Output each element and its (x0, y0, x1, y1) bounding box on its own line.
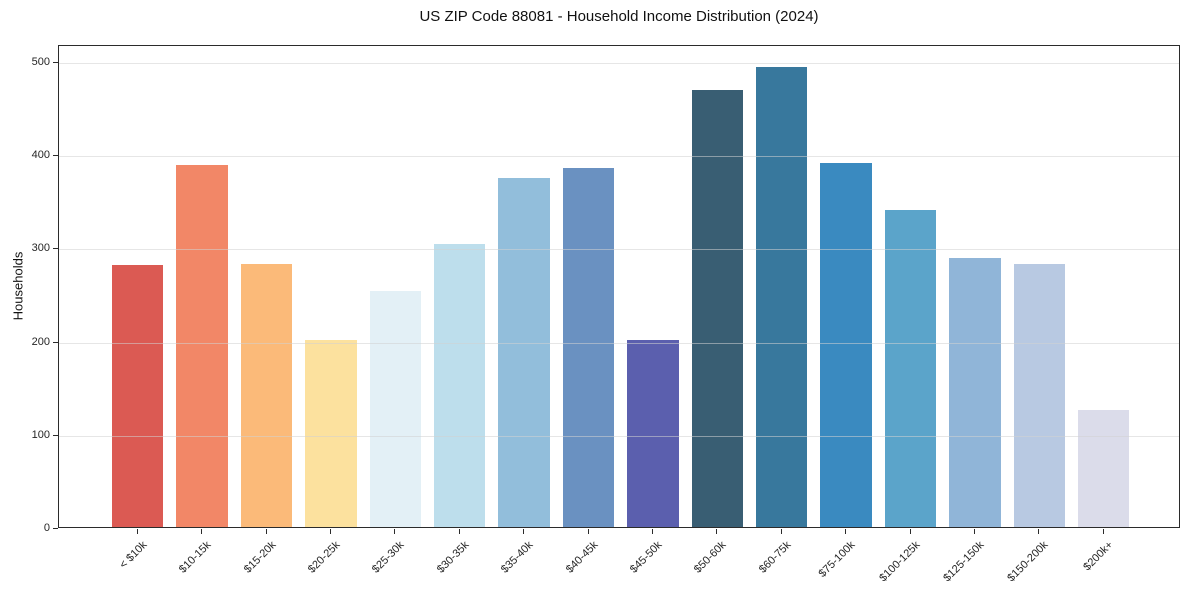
bar-$75-100k (820, 163, 872, 527)
x-tick-mark-$45-50k (651, 529, 653, 534)
y-axis-label: Households (10, 251, 26, 321)
bar-$35-40k (498, 178, 550, 527)
y-tick-mark-0 (53, 528, 58, 529)
y-tick-mark-400 (53, 155, 58, 157)
x-tick-mark-$100-125k (909, 529, 911, 534)
x-tick-mark-$25-30k (394, 529, 396, 534)
bar-$200k+ (1077, 409, 1130, 527)
gridline-200 (59, 342, 1179, 344)
x-tick-mark-$200k+ (1102, 529, 1104, 534)
y-tick-label-0: 0 (43, 522, 50, 534)
x-tick-label-< $10k: < $10k (117, 539, 150, 572)
x-tick-label-$25-30k: $25-30k (370, 539, 407, 576)
y-tick-mark-100 (53, 434, 58, 436)
x-tick-mark-$60-75k (780, 529, 782, 534)
x-tick-mark-$20-25k (329, 529, 331, 534)
x-tick-label-$75-100k: $75-100k (816, 539, 858, 580)
x-tick-label-$100-125k: $100-125k (876, 539, 922, 585)
x-tick-label-$50-60k: $50-60k (692, 539, 729, 576)
x-tick-mark-$50-60k (716, 529, 718, 534)
x-tick-mark-< $10k (136, 529, 138, 534)
bar-$20-25k (305, 339, 357, 527)
x-tick-label-$15-20k: $15-20k (241, 539, 278, 576)
x-tick-label-$20-25k: $20-25k (305, 539, 343, 576)
y-tick-mark-200 (53, 341, 58, 343)
bar-$150-200k (1013, 264, 1066, 527)
x-tick-mark-$150-200k (1038, 529, 1040, 534)
bar-$10-15k (176, 165, 228, 527)
bar-$100-125k (884, 209, 937, 527)
y-tick-label-300: 300 (31, 242, 50, 255)
x-tick-label-$150-200k: $150-200k (1005, 539, 1051, 585)
x-tick-label-$45-50k: $45-50k (627, 539, 665, 576)
bar-$15-20k (240, 264, 293, 527)
y-tick-mark-500 (53, 61, 58, 63)
x-tick-label-$10-15k: $10-15k (176, 539, 214, 576)
x-tick-mark-$40-45k (587, 529, 589, 534)
x-tick-mark-$35-40k (523, 529, 525, 534)
x-tick-mark-$10-15k (201, 529, 203, 534)
plot-area (58, 45, 1180, 528)
x-tick-label-$35-40k: $35-40k (498, 539, 536, 576)
x-tick-mark-$15-20k (265, 529, 267, 534)
bar-$125-150k (949, 258, 1001, 527)
gridline-400 (59, 156, 1179, 158)
y-tick-label-500: 500 (31, 55, 50, 68)
y-tick-label-400: 400 (31, 149, 50, 162)
y-tick-label-200: 200 (31, 335, 50, 348)
bar-$45-50k (627, 339, 679, 527)
x-tick-label-$125-150k: $125-150k (941, 539, 987, 585)
gridline-300 (59, 249, 1179, 251)
bar-$50-60k (691, 89, 744, 527)
gridline-500 (59, 62, 1179, 64)
chart-title: US ZIP Code 88081 - Household Income Dis… (419, 8, 819, 25)
x-tick-label-$40-45k: $40-45k (563, 539, 600, 576)
bar-$30-35k (433, 244, 486, 527)
x-tick-label-$30-35k: $30-35k (434, 539, 472, 576)
gridline-100 (59, 435, 1179, 437)
x-tick-mark-$125-150k (973, 529, 975, 534)
y-tick-label-100: 100 (31, 428, 50, 441)
bar-$40-45k (562, 168, 615, 527)
bar-$60-75k (755, 67, 808, 527)
x-tick-mark-$30-35k (458, 529, 460, 534)
x-tick-label-$200k+: $200k+ (1080, 539, 1116, 574)
bar-$25-30k (369, 291, 422, 527)
bar-< $10k (111, 265, 164, 527)
x-tick-label-$60-75k: $60-75k (756, 539, 794, 576)
x-tick-mark-$75-100k (845, 529, 847, 534)
y-tick-mark-300 (53, 248, 58, 250)
